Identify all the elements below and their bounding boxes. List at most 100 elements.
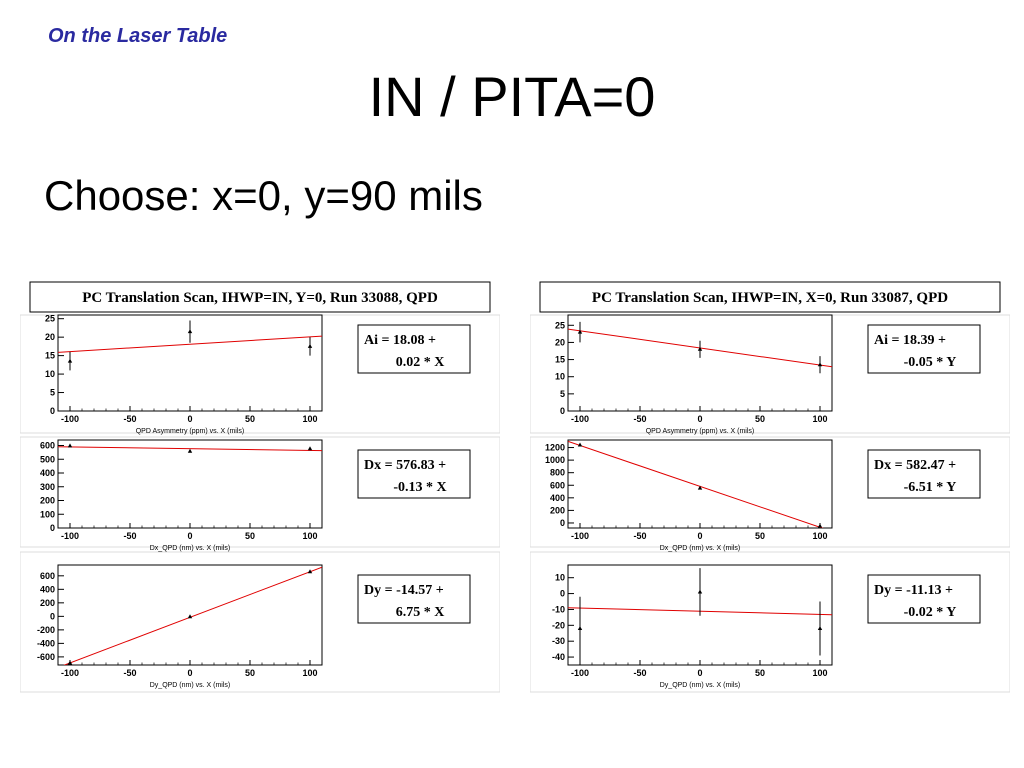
- y-tick-label: 0: [50, 611, 55, 621]
- x-tick-label: 100: [812, 668, 827, 678]
- data-point: [817, 523, 823, 528]
- subplot-0: -100 -50 0 50 100 0 5 10 15 20 25 QPD Asymmetry (pp…: [555, 314, 981, 435]
- y-tick-label: 15: [45, 351, 55, 361]
- x-axis-label: Dy_QPD (nm) vs. X (mils): [150, 682, 231, 689]
- chart-svg-right: PC Translation Scan, IHWP=IN, X=0, Run 3…: [530, 281, 1010, 693]
- x-tick-label: -100: [61, 414, 79, 424]
- data-point: [307, 569, 313, 574]
- y-tick-label: 800: [550, 468, 565, 478]
- x-tick-label: -100: [61, 668, 79, 678]
- x-tick-label: -50: [123, 531, 136, 541]
- x-tick-label: -100: [571, 531, 589, 541]
- x-axis-label: Dy_QPD (nm) vs. X (mils): [660, 682, 741, 689]
- x-tick-label: -100: [571, 414, 589, 424]
- y-tick-label: 200: [40, 598, 55, 608]
- data-point: [577, 329, 583, 334]
- fit-line-2: -0.13 * X: [393, 480, 446, 495]
- y-tick-label: 600: [40, 571, 55, 581]
- chart-svg-left: PC Translation Scan, IHWP=IN, Y=0, Run 3…: [20, 281, 500, 693]
- y-tick-label: 15: [555, 355, 565, 365]
- fit-line-1: Dy = -11.13 +: [874, 583, 953, 598]
- y-tick-label: 5: [50, 388, 55, 398]
- data-point: [307, 446, 313, 451]
- x-tick-label: 50: [245, 531, 255, 541]
- x-tick-label: 100: [812, 414, 827, 424]
- fit-box: [357, 449, 471, 499]
- x-axis-label: QPD Asymmetry (ppm) vs. X (mils): [646, 428, 755, 435]
- x-tick-label: 0: [697, 668, 702, 678]
- x-tick-label: 0: [697, 531, 702, 541]
- fit-line-1: Ai = 18.08 +: [364, 333, 436, 348]
- fit-line-1: Dx = 576.83 +: [364, 458, 446, 473]
- x-tick-label: 100: [812, 531, 827, 541]
- y-tick-label: 10: [555, 372, 565, 382]
- plot-area: [57, 439, 323, 529]
- x-axis-label: Dx_QPD (nm) vs. X (mils): [660, 545, 741, 552]
- y-tick-label: 600: [550, 480, 565, 490]
- chart-title: PC Translation Scan, IHWP=IN, X=0, Run 3…: [592, 290, 948, 306]
- data-point: [67, 358, 73, 363]
- chart-title-box: [29, 281, 491, 313]
- y-tick-label: 200: [40, 496, 55, 506]
- y-tick-label: 1200: [545, 443, 565, 453]
- x-tick-label: 0: [187, 668, 192, 678]
- y-tick-label: 20: [45, 332, 55, 342]
- y-tick-label: 25: [45, 314, 55, 324]
- y-tick-label: 0: [560, 406, 565, 416]
- x-tick-label: 50: [755, 531, 765, 541]
- fit-line-2: -0.02 * Y: [904, 605, 957, 620]
- data-point: [67, 660, 73, 665]
- data-point: [817, 625, 823, 630]
- subplot-1: -100 -50 0 50 100 0 100 200 300 400 500 600 Dx_QPD (…: [40, 439, 471, 552]
- x-tick-label: -50: [123, 668, 136, 678]
- x-tick-label: -50: [633, 668, 646, 678]
- x-tick-label: -50: [123, 414, 136, 424]
- x-tick-label: 50: [755, 668, 765, 678]
- fit-box: [357, 574, 471, 624]
- fit-line-2: 0.02 * X: [396, 355, 445, 370]
- plot-area: [567, 439, 833, 529]
- x-tick-label: 50: [755, 414, 765, 424]
- y-tick-label: 10: [45, 369, 55, 379]
- y-tick-label: -10: [552, 604, 565, 614]
- data-point: [307, 343, 313, 348]
- y-tick-label: 0: [560, 518, 565, 528]
- y-tick-label: 500: [40, 454, 55, 464]
- fit-line: [58, 335, 322, 353]
- x-tick-label: 100: [302, 531, 317, 541]
- y-tick-label: -200: [37, 625, 55, 635]
- y-tick-label: 600: [40, 441, 55, 451]
- fit-line-1: Dx = 582.47 +: [874, 458, 956, 473]
- data-point: [187, 614, 193, 619]
- x-tick-label: -100: [571, 668, 589, 678]
- y-tick-label: -600: [37, 652, 55, 662]
- data-point: [577, 442, 583, 447]
- y-tick-label: 400: [40, 584, 55, 594]
- data-point: [187, 329, 193, 334]
- y-tick-label: 0: [50, 523, 55, 533]
- y-tick-label: 20: [555, 337, 565, 347]
- fit-box: [867, 324, 981, 374]
- slide-title: IN / PITA=0: [368, 65, 656, 128]
- chart-title-box: [539, 281, 1001, 313]
- data-point: [697, 589, 703, 594]
- data-point: [697, 346, 703, 351]
- header-label: On the Laser Table: [48, 25, 228, 47]
- fit-line-1: Ai = 18.39 +: [874, 333, 946, 348]
- y-tick-label: 400: [40, 468, 55, 478]
- x-tick-label: 100: [302, 668, 317, 678]
- fit-line-2: 6.75 * X: [396, 605, 445, 620]
- subplot-2: -100 -50 0 50 100 -600 -400 -200 0 200 400 600 Dy_QP…: [37, 564, 471, 689]
- chart-title: PC Translation Scan, IHWP=IN, Y=0, Run 3…: [82, 290, 438, 306]
- data-point: [187, 448, 193, 453]
- y-tick-label: -20: [552, 620, 565, 630]
- x-axis-label: QPD Asymmetry (ppm) vs. X (mils): [136, 428, 245, 435]
- y-tick-label: 0: [560, 589, 565, 599]
- fit-box: [867, 574, 981, 624]
- fit-box: [357, 324, 471, 374]
- x-tick-label: 0: [187, 531, 192, 541]
- x-tick-label: 0: [187, 414, 192, 424]
- x-tick-label: 0: [697, 414, 702, 424]
- x-tick-label: -100: [61, 531, 79, 541]
